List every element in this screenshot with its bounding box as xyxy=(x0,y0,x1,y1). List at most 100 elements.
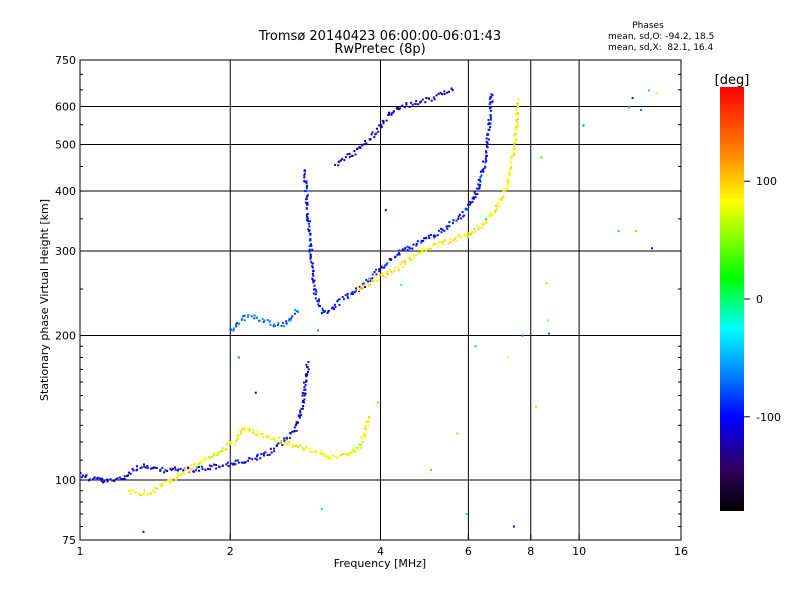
data-points xyxy=(80,87,658,533)
echo-point xyxy=(197,462,200,465)
echo-point xyxy=(361,440,364,443)
echo-point xyxy=(123,475,126,478)
echo-point xyxy=(479,183,482,186)
echo-point xyxy=(278,436,281,439)
echo-point xyxy=(248,429,251,432)
echo-point xyxy=(333,308,336,311)
echo-point xyxy=(361,286,364,289)
echo-point xyxy=(342,298,345,301)
echo-point xyxy=(316,299,319,302)
echo-point xyxy=(456,432,459,435)
echo-point xyxy=(509,161,512,164)
echo-point xyxy=(295,420,298,423)
echo-point xyxy=(482,160,485,163)
echo-point xyxy=(140,494,143,497)
echo-point xyxy=(308,248,311,251)
echo-point xyxy=(441,228,444,231)
echo-point xyxy=(339,454,342,457)
echo-point xyxy=(213,463,216,466)
echo-point xyxy=(201,458,204,461)
echo-point xyxy=(362,143,365,146)
echo-point xyxy=(172,467,175,470)
echo-point xyxy=(275,444,278,447)
echo-point xyxy=(100,480,103,483)
echo-point xyxy=(477,178,480,181)
echo-point xyxy=(535,405,538,408)
echo-point xyxy=(465,512,468,515)
echo-point xyxy=(304,189,307,192)
y-axis-label: Stationary phase Virtual Height [km] xyxy=(38,199,51,401)
echo-point xyxy=(204,459,207,462)
echo-point xyxy=(434,234,437,237)
echo-point xyxy=(367,420,370,423)
echo-point xyxy=(371,280,374,283)
echo-point xyxy=(293,312,296,315)
echo-point xyxy=(331,306,334,309)
echo-point xyxy=(285,322,288,325)
echo-point xyxy=(285,320,288,323)
echo-point xyxy=(369,277,372,280)
echo-point xyxy=(303,388,306,391)
echo-point xyxy=(359,446,362,449)
echo-point xyxy=(398,249,401,252)
echo-point xyxy=(200,465,203,468)
echo-point xyxy=(353,291,356,294)
echo-point xyxy=(447,225,450,228)
echo-point xyxy=(491,100,494,103)
echo-point xyxy=(282,321,285,324)
echo-point xyxy=(430,468,433,471)
echo-point xyxy=(384,209,387,212)
echo-point xyxy=(373,271,376,274)
echo-point xyxy=(101,477,104,480)
echo-point xyxy=(479,180,482,183)
echo-point xyxy=(385,119,388,122)
echo-point xyxy=(516,121,519,124)
echo-point xyxy=(163,481,166,484)
echo-point xyxy=(390,258,393,261)
echo-point xyxy=(304,381,307,384)
echo-point xyxy=(488,97,491,100)
echo-point xyxy=(490,212,493,215)
echo-point xyxy=(210,465,213,468)
echo-point xyxy=(404,261,407,264)
echo-point xyxy=(451,222,454,225)
echo-point xyxy=(376,280,379,283)
echo-point xyxy=(248,457,251,460)
echo-point xyxy=(311,248,314,251)
echo-point xyxy=(299,444,302,447)
echo-point xyxy=(201,467,204,470)
colorbar-tick-label: 0 xyxy=(756,293,763,306)
echo-point xyxy=(285,439,288,442)
echo-point xyxy=(382,122,385,125)
echo-point xyxy=(312,278,315,281)
echo-point xyxy=(507,181,510,184)
echo-point xyxy=(391,271,394,274)
echo-point xyxy=(254,433,257,436)
echo-point xyxy=(388,258,391,261)
echo-point xyxy=(502,190,505,193)
echo-point xyxy=(290,317,293,320)
echo-point xyxy=(272,325,275,328)
echo-point xyxy=(363,286,366,289)
echo-point xyxy=(393,269,396,272)
echo-point xyxy=(327,455,330,458)
echo-point xyxy=(448,225,451,228)
echo-point xyxy=(317,329,320,332)
echo-point xyxy=(350,451,353,454)
echo-point xyxy=(143,489,146,492)
echo-point xyxy=(288,319,291,322)
echo-point xyxy=(249,428,252,431)
echo-point xyxy=(463,214,466,217)
echo-point xyxy=(242,315,245,318)
echo-point xyxy=(357,285,360,288)
echo-point xyxy=(491,94,494,97)
echo-point xyxy=(432,96,435,99)
echo-point xyxy=(516,124,519,127)
echo-point xyxy=(410,258,413,261)
echo-point xyxy=(355,287,358,290)
echo-point xyxy=(353,150,356,153)
echo-point xyxy=(227,465,230,468)
echo-point xyxy=(347,297,350,300)
echo-point xyxy=(80,476,83,479)
echo-point xyxy=(106,480,109,483)
